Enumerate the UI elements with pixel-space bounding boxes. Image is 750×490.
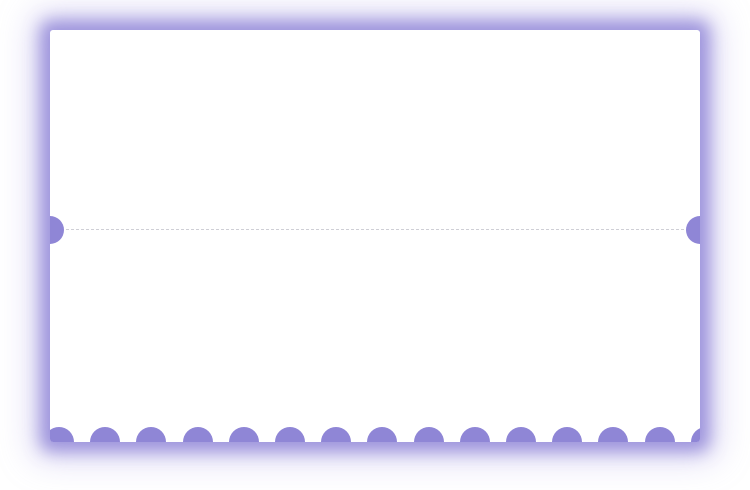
scallop-cutout — [321, 427, 352, 442]
scallop-cutout — [367, 427, 398, 442]
scallop-cutout — [506, 427, 536, 442]
perforation-line — [66, 229, 684, 230]
scallop-cutout — [552, 427, 583, 442]
scallop-cutout — [228, 427, 259, 442]
left-notch — [50, 216, 64, 244]
scallop-cutout — [459, 427, 490, 442]
scallop-cutout — [136, 427, 167, 442]
scallop-cutout — [690, 427, 700, 442]
ticket-card — [50, 30, 700, 442]
scallop-cutout — [90, 427, 121, 442]
scallop-cutout — [644, 427, 675, 442]
right-notch — [686, 216, 700, 244]
ticket-bottom-section — [50, 230, 700, 442]
scallop-cutout — [413, 427, 444, 442]
ticket-top-section — [50, 30, 700, 230]
scallop-cutout — [275, 427, 305, 442]
scallop-cutout — [50, 427, 74, 442]
scallop-cutout — [598, 427, 629, 442]
scallop-cutout — [182, 427, 213, 442]
